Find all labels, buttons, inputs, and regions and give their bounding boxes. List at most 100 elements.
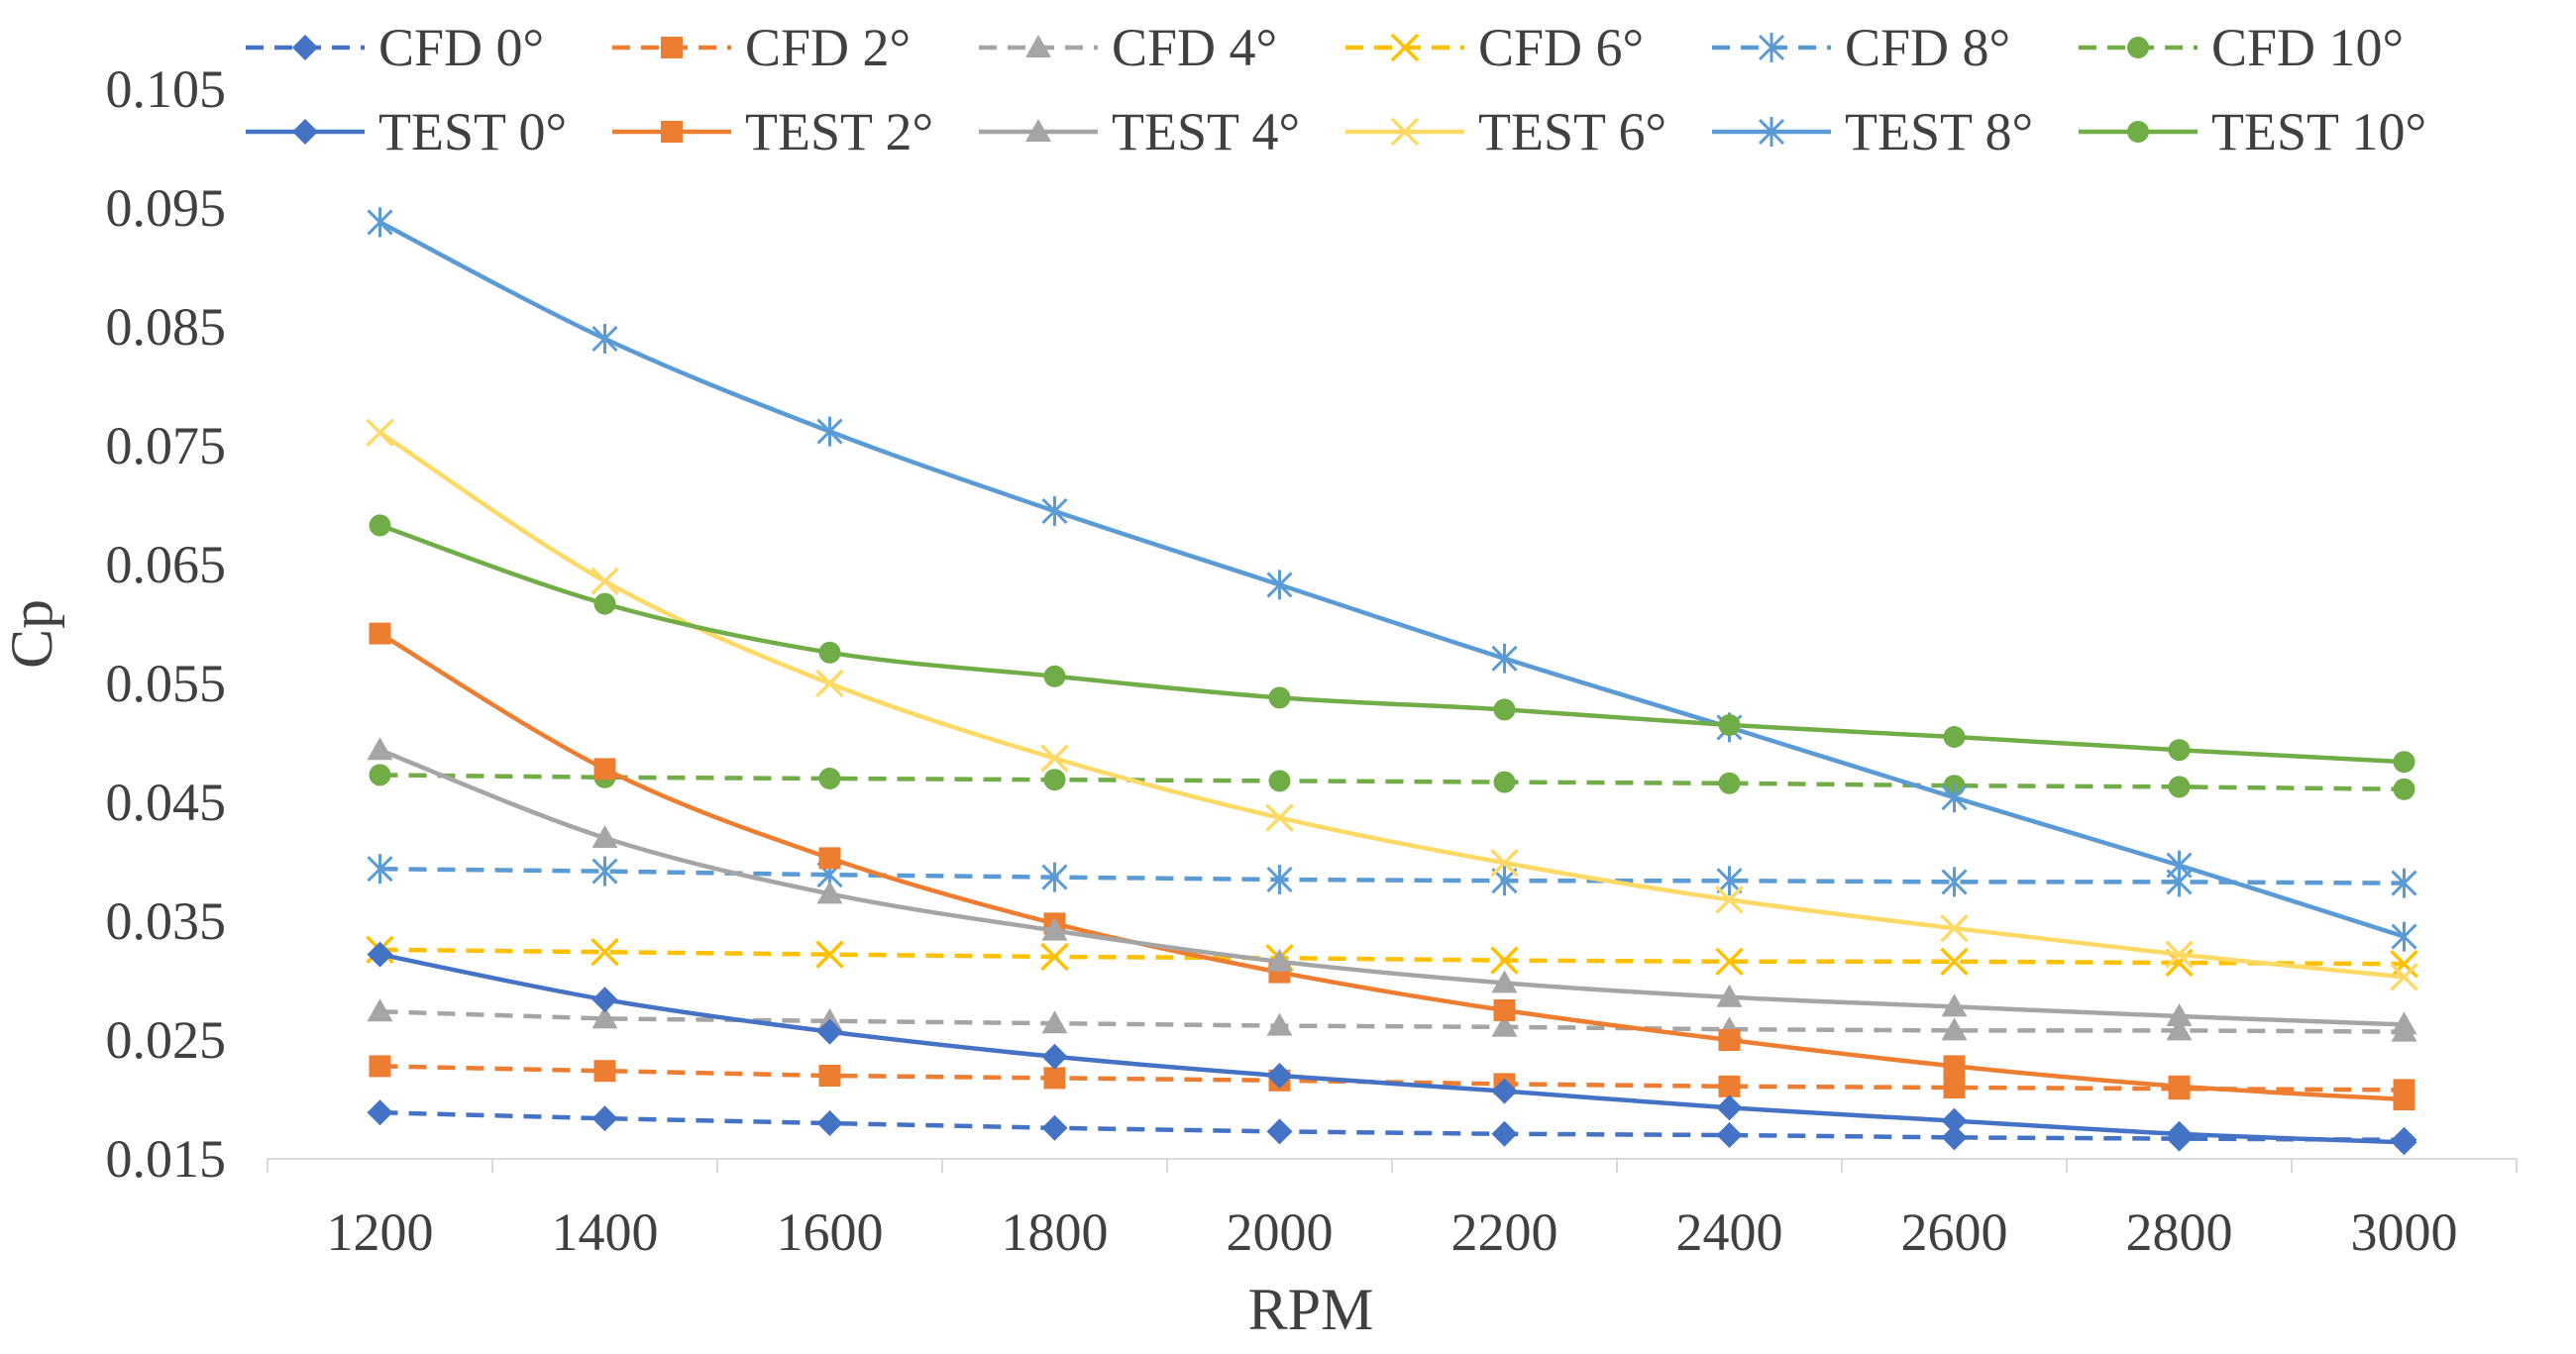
legend-label: TEST 10° xyxy=(2211,102,2426,161)
legend-item: CFD 8° xyxy=(1712,18,2010,77)
legend-marker xyxy=(1758,117,1785,147)
data-point xyxy=(1941,1017,1968,1041)
x-tick-label: 1800 xyxy=(1002,1202,1109,1262)
legend-label: TEST 6° xyxy=(1478,102,1666,161)
y-axis-title: Cp xyxy=(0,599,64,669)
y-tick-label: 0.105 xyxy=(106,59,227,119)
data-point xyxy=(1940,913,1969,943)
x-tick-label: 3000 xyxy=(2351,1202,2458,1262)
y-tick-label: 0.085 xyxy=(106,297,227,357)
data-point xyxy=(1491,970,1518,993)
series-8 xyxy=(367,737,2417,1035)
y-tick-label: 0.065 xyxy=(106,535,227,594)
x-tick-label: 2600 xyxy=(1901,1202,2008,1262)
y-axis: 0.015 0.025 0.035 0.045 0.055 0.065 0.075 0.085… xyxy=(106,59,227,1189)
data-point xyxy=(1043,769,1066,791)
legend-label: TEST 2° xyxy=(745,102,933,161)
legend-marker xyxy=(661,121,683,143)
legend-label: CFD 2° xyxy=(745,18,911,77)
data-point xyxy=(1268,770,1291,792)
legend-label: CFD 6° xyxy=(1478,18,1644,77)
data-point xyxy=(1043,665,1066,687)
series-line xyxy=(378,748,2405,1027)
data-point xyxy=(366,418,394,448)
series-line xyxy=(378,430,2405,980)
data-point xyxy=(2390,963,2418,991)
data-point xyxy=(2391,921,2417,952)
data-point xyxy=(2166,850,2193,881)
y-tick-label: 0.015 xyxy=(106,1129,227,1189)
legend-label: CFD 0° xyxy=(378,18,544,77)
data-point xyxy=(1716,866,1743,896)
data-point xyxy=(1491,643,1518,674)
legend-item: TEST 2° xyxy=(612,102,933,161)
data-point xyxy=(1493,999,1516,1021)
data-point xyxy=(591,856,618,886)
plot-area xyxy=(366,207,2418,1156)
data-point xyxy=(1716,1122,1743,1148)
data-point xyxy=(1715,947,1744,977)
data-point xyxy=(1265,803,1294,832)
data-point xyxy=(591,987,618,1013)
data-point xyxy=(1716,1094,1743,1121)
data-point xyxy=(1491,1120,1518,1147)
x-tick-label: 2200 xyxy=(1451,1202,1558,1262)
data-point xyxy=(1043,1067,1066,1090)
data-point xyxy=(1941,993,1968,1017)
data-point xyxy=(369,514,391,537)
data-point xyxy=(2165,940,2194,969)
data-point xyxy=(1041,496,1068,526)
y-tick-label: 0.095 xyxy=(106,178,227,238)
series-1 xyxy=(369,1055,2415,1101)
data-point xyxy=(1940,947,1969,977)
data-point xyxy=(1490,848,1519,878)
data-point xyxy=(2390,949,2418,979)
x-axis: 1200 1400 1600 1800 2000 2200 2400 2600 2800 3000 xyxy=(267,1158,2518,1262)
data-point xyxy=(1943,726,1966,748)
legend-item: CFD 4° xyxy=(979,18,1277,77)
data-point xyxy=(2391,1129,2417,1156)
data-point xyxy=(1266,948,1293,972)
series-7 xyxy=(369,622,2415,1110)
data-point xyxy=(590,937,619,967)
data-point xyxy=(591,1005,618,1029)
data-point xyxy=(367,737,393,761)
legend-label: TEST 8° xyxy=(1845,102,2033,161)
data-point xyxy=(1943,1055,1966,1078)
series-line xyxy=(379,947,2405,967)
series-line xyxy=(378,220,2406,939)
data-point xyxy=(1266,570,1293,600)
data-point xyxy=(1718,1075,1741,1097)
x-tick-label: 1400 xyxy=(552,1202,659,1262)
legend-marker xyxy=(292,119,318,145)
legend-item: CFD 2° xyxy=(612,18,911,77)
series-line xyxy=(378,523,2405,765)
data-point xyxy=(1943,1077,1966,1098)
x-tick-label: 1600 xyxy=(777,1202,884,1262)
data-point xyxy=(818,1065,841,1087)
x-tick-label: 2000 xyxy=(1227,1202,1334,1262)
data-point xyxy=(816,416,843,447)
data-point xyxy=(816,881,843,904)
data-point xyxy=(1715,885,1744,914)
series-5 xyxy=(369,764,2415,800)
data-point xyxy=(369,622,391,645)
data-point xyxy=(367,854,393,885)
data-point xyxy=(815,669,844,698)
data-point xyxy=(2391,868,2417,898)
data-point xyxy=(591,825,618,848)
x-axis-title: RPM xyxy=(1248,1277,1374,1342)
legend-label: CFD 8° xyxy=(1845,18,2010,77)
data-point xyxy=(1268,686,1291,709)
data-point xyxy=(2168,739,2191,762)
data-point xyxy=(2393,778,2415,800)
legend-item: TEST 0° xyxy=(246,102,567,161)
data-point xyxy=(367,998,393,1022)
legend-label: TEST 0° xyxy=(378,102,567,161)
data-point xyxy=(1266,1063,1293,1089)
series-3 xyxy=(366,935,2418,979)
data-point xyxy=(2168,776,2191,798)
legend-marker xyxy=(1390,33,1420,62)
data-point xyxy=(818,768,841,789)
data-point xyxy=(1041,1043,1068,1070)
